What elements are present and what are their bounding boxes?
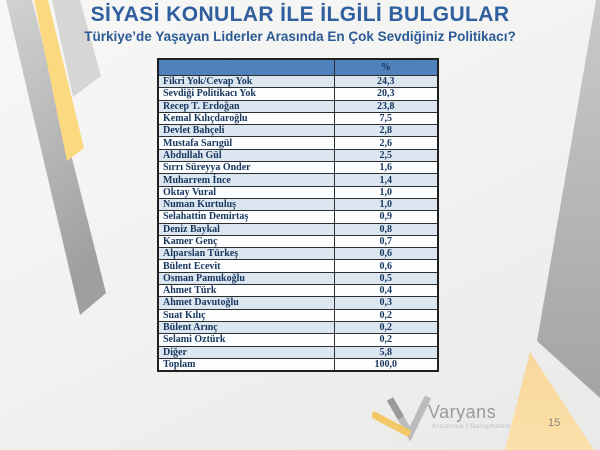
percentage-value-cell: 2,5: [333, 148, 439, 163]
politician-name-cell: Devlet Bahçeli: [157, 124, 335, 138]
percentage-value-cell: 23,8: [333, 99, 439, 113]
politician-name-cell: Selahattin Demirtaş: [157, 210, 335, 224]
varyans-v-icon: [372, 395, 432, 442]
percentage-value-cell: 0,9: [333, 210, 439, 224]
table-row: Deniz Baykal 0,8: [157, 222, 439, 236]
percentage-value-cell: 0,4: [333, 284, 439, 298]
politician-name-cell: Sevdiği Politikacı Yok: [157, 87, 335, 101]
page-number: 15: [548, 417, 561, 429]
politician-name-cell: Fikri Yok/Cevap Yok: [157, 74, 335, 89]
politician-name-cell: Muharrem İnce: [157, 173, 335, 187]
table-row: Ahmet Davutoğlu 0,3: [157, 296, 439, 310]
table-row: Numan Kurtuluş 1,0: [157, 197, 439, 212]
table-row: Selami Öztürk 0,2: [157, 333, 439, 347]
percentage-value-cell: 0,6: [333, 247, 439, 261]
percentage-value-cell: 0,2: [333, 333, 439, 347]
percentage-value-cell: 1,0: [333, 185, 439, 199]
percentage-value-cell: 5,8: [333, 345, 439, 359]
percentage-value-cell: 24,3: [333, 74, 439, 89]
percentage-value-cell: 1,6: [333, 161, 439, 175]
empty-header-cell: [157, 58, 335, 76]
politician-name-cell: Abdullah Gül: [157, 148, 335, 163]
politician-name-cell: Suat Kılıç: [157, 308, 335, 322]
slide-title: SİYASİ KONULAR İLE İLGİLİ BULGULAR: [90, 3, 510, 26]
logo-brand-text: Varyans: [428, 402, 497, 422]
percentage-value-cell: 0,8: [333, 222, 439, 236]
politician-name-cell: Ahmet Türk: [157, 284, 335, 298]
table-row: Devlet Bahçeli 2,8: [157, 124, 439, 138]
politician-name-cell: Numan Kurtuluş: [157, 197, 335, 212]
politician-name-cell: Bülent Arınç: [157, 320, 335, 335]
politician-name-cell: Deniz Baykal: [157, 222, 335, 236]
politician-name-cell: Selami Öztürk: [157, 333, 335, 347]
politician-name-cell: Ahmet Davutoğlu: [157, 296, 335, 310]
right-gray-ribbon: [537, 0, 600, 398]
politician-name-cell: Recep T. Erdoğan: [157, 99, 335, 113]
politician-name-cell: Toplam: [157, 357, 335, 372]
percentage-value-cell: 7,5: [333, 111, 439, 126]
slide-subtitle: Türkiye’de Yaşayan Liderler Arasında En …: [84, 29, 516, 44]
politician-name-cell: Bülent Ecevit: [157, 259, 335, 273]
table-row: Abdullah Gül 2,5: [157, 148, 439, 163]
title-block: SİYASİ KONULAR İLE İLGİLİ BULGULAR Türki…: [70, 2, 530, 45]
percentage-value-cell: 0,2: [333, 320, 439, 335]
table-row: Osman Pamukoğlu 0,5: [157, 271, 439, 286]
table-row: Sırrı Süreyya Önder 1,6: [157, 161, 439, 175]
table-row: Toplam 100,0: [157, 357, 439, 372]
percentage-value-cell: 0,5: [333, 271, 439, 286]
table-row: Kamer Genç 0,7: [157, 234, 439, 249]
politician-name-cell: Mustafa Sarıgül: [157, 136, 335, 150]
table-row: Ahmet Türk 0,4: [157, 284, 439, 298]
percentage-value-cell: 100,0: [333, 357, 439, 372]
table-row: Mustafa Sarıgül 2,6: [157, 136, 439, 150]
left-gray-ribbon: [6, 0, 106, 315]
survey-results-table: % Fikri Yok/Cevap Yok 24,3 Sevdiği Politik…: [157, 58, 439, 373]
table-row: Muharrem İnce 1,4: [157, 173, 439, 187]
percentage-value-cell: 0,3: [333, 296, 439, 310]
table-row: Suat Kılıç 0,2: [157, 308, 439, 322]
politician-name-cell: Alparslan Türkeş: [157, 247, 335, 261]
table-row: Bülent Ecevit 0,6: [157, 259, 439, 273]
politician-name-cell: Osman Pamukoğlu: [157, 271, 335, 286]
percentage-value-cell: 0,2: [333, 308, 439, 322]
politician-name-cell: Sırrı Süreyya Önder: [157, 161, 335, 175]
politician-name-cell: Kamer Genç: [157, 234, 335, 249]
table-row: Oktay Vural 1,0: [157, 185, 439, 199]
results-table-body: Fikri Yok/Cevap Yok 24,3 Sevdiği Politikac…: [157, 74, 439, 372]
politician-name-cell: Kemal Kılıçdaroğlu: [157, 111, 335, 126]
table-row: Selahattin Demirtaş 0,9: [157, 210, 439, 224]
percentage-value-cell: 1,4: [333, 173, 439, 187]
percentage-value-cell: 2,6: [333, 136, 439, 150]
logo-tagline: Araştırma | Danışmanlık: [432, 423, 511, 430]
percent-header-cell: %: [333, 58, 439, 76]
table-row: Alparslan Türkeş 0,6: [157, 247, 439, 261]
percentage-value-cell: 2,8: [333, 124, 439, 138]
table-row: Bülent Arınç 0,2: [157, 320, 439, 335]
table-row: Diğer 5,8: [157, 345, 439, 359]
politician-name-cell: Oktay Vural: [157, 185, 335, 199]
table-row: Sevdiği Politikacı Yok 20,3: [157, 87, 439, 101]
politician-name-cell: Diğer: [157, 345, 335, 359]
table-row: Kemal Kılıçdaroğlu 7,5: [157, 111, 439, 126]
table-row: Recep T. Erdoğan 23,8: [157, 99, 439, 113]
table-header-row: %: [157, 58, 439, 76]
percentage-value-cell: 0,6: [333, 259, 439, 273]
percentage-value-cell: 20,3: [333, 87, 439, 101]
percentage-value-cell: 0,7: [333, 234, 439, 249]
table-row: Fikri Yok/Cevap Yok 24,3: [157, 74, 439, 89]
varyans-logo: Varyans Araştırma | Danışmanlık: [372, 392, 532, 442]
percentage-value-cell: 1,0: [333, 197, 439, 212]
